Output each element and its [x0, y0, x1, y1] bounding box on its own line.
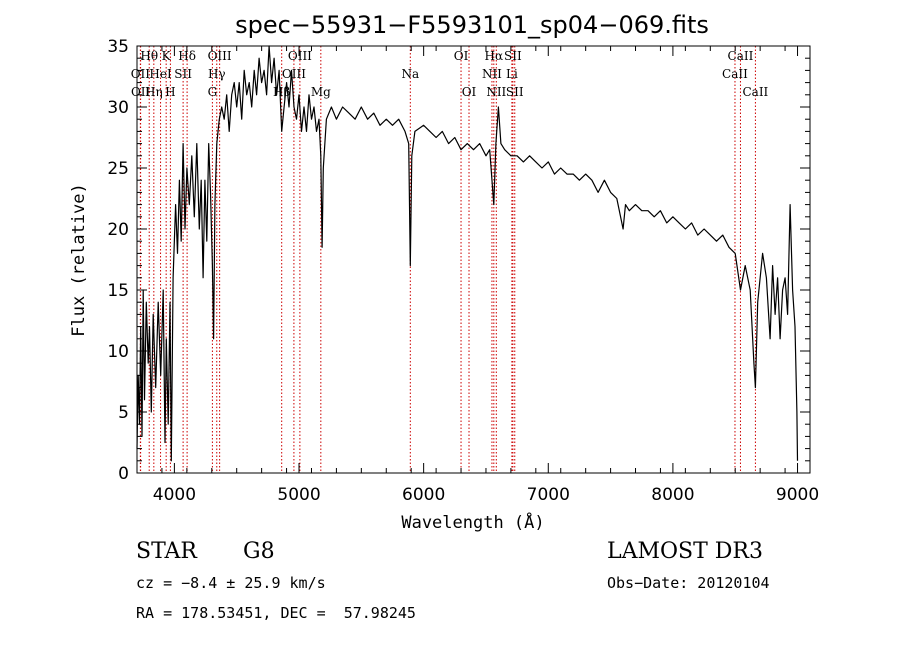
- spectral-line-label: SII: [506, 85, 524, 99]
- spectral-line-label: Li: [506, 67, 518, 81]
- x-tick-label: 4000: [153, 485, 196, 505]
- observation-date: Obs−Date: 20120104: [607, 574, 770, 592]
- spectral-line-label: OI: [462, 85, 477, 99]
- x-tick-label: 8000: [651, 485, 694, 505]
- chart-title: spec−55931−F5593101_sp04−069.fits: [235, 11, 709, 39]
- spectral-line-label: K: [162, 49, 172, 63]
- spectral-line-label: OII: [131, 85, 151, 99]
- spectral-line-label: OIII: [282, 67, 306, 81]
- survey-name: LAMOST DR3: [607, 539, 763, 564]
- spectral-line-label: NII: [482, 67, 502, 81]
- y-tick-label: 0: [118, 464, 129, 484]
- spectral-line-label: HeI: [149, 67, 172, 81]
- y-tick-label: 15: [107, 281, 129, 301]
- y-tick-label: 20: [107, 220, 129, 240]
- spectral-line-label: G: [208, 85, 218, 99]
- spectral-line-label: Hδ: [178, 49, 196, 63]
- spectral-line-label: OI: [454, 49, 469, 63]
- object-subclass: G8: [243, 539, 275, 564]
- x-axis-label: Wavelength (Å): [401, 511, 544, 533]
- spectral-line-label: SII: [504, 49, 522, 63]
- y-tick-label: 10: [107, 342, 129, 362]
- y-tick-label: 30: [107, 98, 129, 118]
- axis-ticks: 4000 5000 6000 7000 8000 9000 0 5 10 15 20 25 30 35: [107, 37, 819, 505]
- x-tick-label: 5000: [277, 485, 320, 505]
- spectral-line-label: CaII: [728, 49, 754, 63]
- spectrum-line: [136, 45, 799, 462]
- coordinates-text: RA = 178.53451, DEC = 57.98245: [136, 604, 416, 622]
- y-tick-label: 35: [107, 37, 129, 57]
- spectral-line-label: Hγ: [208, 67, 226, 81]
- x-tick-label: 9000: [776, 485, 819, 505]
- plot-frame: [136, 45, 811, 474]
- y-tick-label: 5: [118, 403, 129, 423]
- spectral-line-label: Mg: [311, 85, 331, 99]
- spectral-line-label: H: [165, 85, 175, 99]
- spectral-line-label: OIII: [208, 49, 232, 63]
- spectral-line-label: Hθ: [140, 49, 158, 63]
- spectral-line-label: SII: [174, 67, 192, 81]
- spectral-line-label: Hη: [145, 85, 163, 99]
- spectral-line-markers: [139, 46, 756, 473]
- spectral-line-label: NII: [486, 85, 506, 99]
- x-tick-label: 7000: [527, 485, 570, 505]
- spectral-line-label: OIII: [288, 49, 312, 63]
- spectral-line-label: OII: [131, 67, 151, 81]
- y-axis-label: Flux (relative): [69, 183, 89, 337]
- x-tick-label: 6000: [402, 485, 445, 505]
- y-tick-label: 25: [107, 159, 129, 179]
- spectral-line-label: Hα: [485, 49, 504, 63]
- spectral-line-label: CaII: [722, 67, 748, 81]
- spectral-line-label: Na: [401, 67, 419, 81]
- object-class: STAR: [136, 539, 197, 564]
- spectral-line-label: CaII: [742, 85, 768, 99]
- redshift-text: cz = −8.4 ± 25.9 km/s: [136, 574, 326, 592]
